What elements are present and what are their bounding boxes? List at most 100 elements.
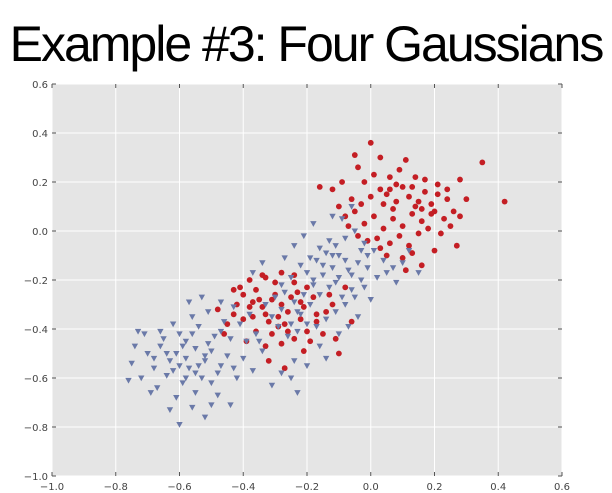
triangle-point [348, 203, 355, 210]
triangle-point [150, 355, 158, 362]
triangle-point [224, 353, 231, 360]
circle-point [383, 191, 390, 198]
circle-point [269, 331, 275, 337]
circle-point [224, 321, 231, 327]
triangle-point [351, 228, 359, 235]
triangle-point [189, 331, 196, 338]
triangle-point [173, 395, 180, 401]
triangle-point [179, 343, 186, 350]
x-tick-label: −0.2 [295, 482, 319, 493]
circle-point [300, 348, 307, 354]
circle-point [284, 308, 291, 315]
circle-point [415, 230, 422, 237]
circle-point [278, 340, 285, 347]
triangle-point [157, 343, 164, 350]
circle-point [275, 313, 282, 320]
y-tick-label: −0.4 [24, 325, 48, 336]
circle-point [367, 139, 374, 146]
triangle-point [189, 314, 196, 320]
triangle-point [322, 250, 330, 257]
triangle-point [259, 348, 266, 355]
triangle-point [208, 380, 215, 387]
circle-point [393, 198, 400, 205]
circle-point [269, 296, 275, 303]
circle-point [418, 262, 425, 269]
circle-point [281, 365, 288, 372]
triangle-point [214, 370, 221, 377]
circle-point [313, 318, 320, 325]
triangle-point [192, 390, 199, 396]
triangle-point [192, 370, 199, 377]
triangle-point [198, 294, 206, 301]
circle-point [221, 331, 228, 337]
triangle-point [313, 323, 320, 330]
circle-point [418, 218, 425, 225]
triangle-point [335, 252, 343, 259]
triangle-point [354, 314, 362, 320]
triangle-point [316, 343, 323, 350]
circle-point [396, 166, 403, 173]
triangle-point [348, 287, 355, 293]
x-tick-label: −1.0 [40, 482, 64, 493]
triangle-point [322, 355, 330, 362]
circle-point [355, 164, 361, 171]
circle-point [444, 186, 451, 193]
circle-point [418, 206, 425, 212]
y-tick-label: −1.0 [24, 472, 48, 483]
series-triangles [125, 203, 422, 428]
circle-point [425, 225, 432, 232]
triangle-point [230, 304, 237, 311]
circle-point [406, 242, 412, 249]
triangle-point [176, 421, 183, 428]
triangle-point [342, 235, 349, 242]
triangle-point [252, 331, 260, 338]
triangle-point [217, 328, 225, 335]
triangle-point [319, 262, 327, 269]
triangle-point [192, 346, 199, 352]
circle-point [351, 152, 358, 158]
circle-point [377, 154, 384, 161]
triangle-point [147, 390, 155, 396]
triangle-point [300, 292, 308, 298]
circle-point [399, 184, 406, 190]
circle-point [457, 213, 463, 220]
circle-point [412, 203, 419, 210]
triangle-point [319, 272, 327, 279]
triangle-point [278, 306, 285, 313]
circle-point [348, 318, 355, 325]
circle-point [393, 181, 400, 188]
triangle-point [185, 299, 193, 306]
triangle-point [281, 289, 288, 296]
circle-point [428, 201, 435, 207]
triangle-point [240, 355, 247, 362]
circle-point [307, 338, 314, 345]
triangle-point [313, 257, 320, 264]
circle-point [447, 223, 454, 230]
circle-point [399, 223, 406, 230]
circle-point [377, 245, 384, 252]
circle-point [386, 174, 393, 181]
triangle-point [169, 321, 177, 328]
triangle-point [150, 365, 158, 372]
circle-point [377, 186, 384, 193]
triangle-point [204, 309, 212, 316]
x-tick-label: 0.0 [363, 482, 379, 493]
triangle-point [310, 282, 317, 289]
circle-point [351, 208, 358, 215]
triangle-point [268, 314, 276, 320]
circle-point [246, 304, 253, 310]
circle-point [437, 230, 444, 237]
circle-point [265, 357, 272, 364]
circle-point [422, 188, 428, 195]
circle-point [278, 301, 285, 308]
triangle-point [255, 338, 263, 345]
triangle-point [163, 350, 170, 357]
triangle-point [332, 279, 339, 286]
circle-point [409, 184, 416, 190]
triangle-point [201, 358, 209, 365]
circle-point [463, 196, 470, 203]
triangle-point [373, 274, 381, 281]
triangle-point [173, 350, 180, 357]
triangle-point [259, 260, 266, 267]
